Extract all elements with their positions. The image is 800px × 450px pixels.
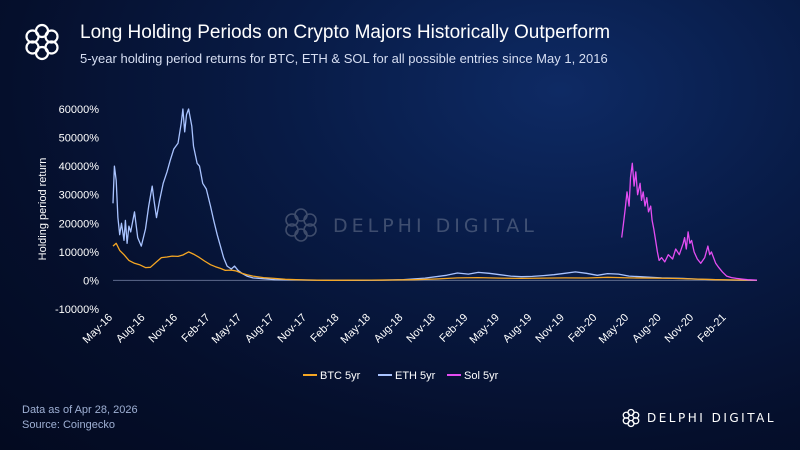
y-tick-label: 10000% bbox=[59, 247, 100, 259]
y-tick-label: 0% bbox=[83, 275, 99, 287]
x-tick-label: Aug-18 bbox=[372, 312, 406, 346]
brand-name: DELPHI DIGITAL bbox=[646, 411, 776, 425]
y-tick-label: 30000% bbox=[59, 190, 100, 202]
x-tick-label: Nov-20 bbox=[663, 312, 697, 346]
x-tick-label: Feb-18 bbox=[308, 312, 341, 345]
x-tick-label: May-20 bbox=[597, 312, 631, 346]
legend-item: ETH 5yr bbox=[378, 370, 436, 382]
brand-footer: DELPHI DIGITAL bbox=[621, 408, 776, 428]
x-tick-label: Aug-17 bbox=[243, 312, 277, 346]
x-tick-label: Feb-19 bbox=[437, 312, 470, 345]
y-tick-label: -10000% bbox=[55, 304, 99, 316]
x-tick-label: Feb-20 bbox=[566, 312, 599, 345]
series-line-btc-5yr bbox=[112, 242, 758, 281]
x-tick-label: Nov-19 bbox=[533, 312, 567, 346]
x-tick-label: Feb-21 bbox=[696, 312, 729, 345]
delphi-small-logo-icon bbox=[622, 408, 640, 428]
y-tick-label: 60000% bbox=[59, 104, 100, 116]
delphi-logo-icon bbox=[25, 23, 59, 61]
y-axis-label: Holding period return bbox=[37, 158, 49, 261]
x-tick-label: May-17 bbox=[210, 312, 244, 346]
y-tick-label: 20000% bbox=[59, 218, 100, 230]
chart-subtitle: 5-year holding period returns for BTC, E… bbox=[80, 51, 608, 66]
legend-label: BTC 5yr bbox=[320, 370, 361, 382]
y-tick-label: 40000% bbox=[59, 161, 100, 173]
x-tick-label: Aug-20 bbox=[630, 312, 664, 346]
x-tick-label: Nov-18 bbox=[404, 312, 438, 346]
source-note: Source: Coingecko bbox=[22, 419, 115, 431]
legend-label: Sol 5yr bbox=[464, 370, 499, 382]
x-tick-label: May-16 bbox=[81, 312, 115, 346]
x-tick-label: Feb-17 bbox=[179, 312, 212, 345]
x-tick-label: Aug-16 bbox=[114, 312, 148, 346]
legend-label: ETH 5yr bbox=[395, 370, 436, 382]
chart-title: Long Holding Periods on Crypto Majors Hi… bbox=[80, 22, 611, 43]
data-as-of-note: Data as of Apr 28, 2026 bbox=[22, 404, 138, 416]
series-line-sol-5yr bbox=[621, 162, 758, 281]
x-tick-label: Aug-19 bbox=[501, 312, 535, 346]
y-tick-label: 50000% bbox=[59, 133, 100, 145]
x-tick-label: May-18 bbox=[339, 312, 373, 346]
x-tick-label: Nov-16 bbox=[147, 312, 181, 346]
series-line-eth-5yr bbox=[112, 108, 758, 281]
x-tick-label: Nov-17 bbox=[275, 312, 309, 346]
x-tick-label: May-19 bbox=[468, 312, 502, 346]
watermark-text: DELPHI DIGITAL bbox=[333, 215, 538, 237]
watermark: DELPHI DIGITAL bbox=[285, 208, 538, 242]
legend-item: Sol 5yr bbox=[447, 370, 499, 382]
legend-item: BTC 5yr bbox=[303, 370, 361, 382]
